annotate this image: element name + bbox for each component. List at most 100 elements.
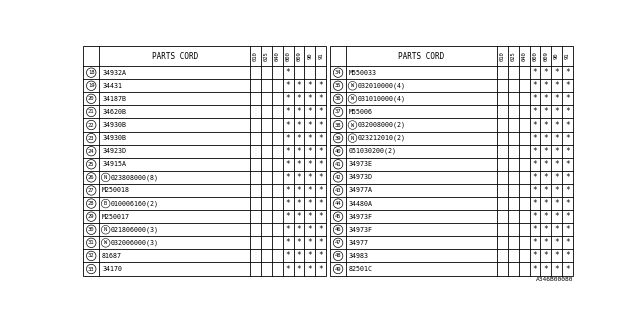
- Text: 28: 28: [88, 201, 95, 206]
- Text: *: *: [296, 199, 301, 208]
- Text: 000: 000: [532, 51, 538, 61]
- Text: 91: 91: [565, 53, 570, 59]
- Text: PARTS CORD: PARTS CORD: [152, 52, 198, 60]
- Text: 91: 91: [318, 53, 323, 59]
- Text: 031010000(4): 031010000(4): [358, 96, 406, 102]
- Text: W: W: [351, 83, 354, 88]
- Text: *: *: [532, 134, 537, 143]
- Text: *: *: [318, 186, 323, 195]
- Text: *: *: [307, 94, 312, 103]
- Text: *: *: [286, 134, 291, 143]
- Text: 34973F: 34973F: [349, 227, 373, 233]
- Text: *: *: [318, 173, 323, 182]
- Text: 32: 32: [88, 253, 95, 259]
- Text: 34930B: 34930B: [102, 135, 126, 141]
- Text: 40: 40: [335, 149, 341, 154]
- Text: M550033: M550033: [349, 70, 377, 76]
- Text: *: *: [543, 68, 548, 77]
- Text: 44: 44: [335, 201, 341, 206]
- Text: *: *: [286, 108, 291, 116]
- Text: *: *: [554, 186, 559, 195]
- Text: *: *: [296, 160, 301, 169]
- Text: *: *: [554, 81, 559, 90]
- Text: *: *: [565, 186, 570, 195]
- Text: W: W: [351, 123, 354, 128]
- Text: *: *: [286, 147, 291, 156]
- Text: 010: 010: [500, 51, 505, 61]
- Text: 42: 42: [335, 175, 341, 180]
- Text: *: *: [296, 147, 301, 156]
- Text: 48: 48: [335, 253, 341, 259]
- Text: 34480A: 34480A: [349, 201, 373, 207]
- Text: *: *: [554, 238, 559, 247]
- Text: *: *: [318, 265, 323, 274]
- Text: 41: 41: [335, 162, 341, 167]
- Text: 29: 29: [88, 214, 95, 219]
- Text: *: *: [543, 199, 548, 208]
- Text: *: *: [296, 134, 301, 143]
- Text: *: *: [286, 212, 291, 221]
- Text: 023808000(8): 023808000(8): [111, 174, 159, 180]
- Text: *: *: [543, 212, 548, 221]
- Text: *: *: [565, 108, 570, 116]
- Text: 010006160(2): 010006160(2): [111, 200, 159, 207]
- Text: *: *: [286, 121, 291, 130]
- Text: 33: 33: [88, 267, 95, 271]
- Text: 34620B: 34620B: [102, 109, 126, 115]
- Text: *: *: [318, 252, 323, 260]
- Text: 009: 009: [543, 51, 548, 61]
- Text: *: *: [543, 108, 548, 116]
- Text: *: *: [565, 68, 570, 77]
- Text: 051030200(2): 051030200(2): [349, 148, 397, 155]
- Text: *: *: [318, 238, 323, 247]
- Text: *: *: [307, 225, 312, 234]
- Text: *: *: [554, 121, 559, 130]
- Text: *: *: [286, 238, 291, 247]
- Text: W: W: [351, 96, 354, 101]
- Text: *: *: [565, 252, 570, 260]
- Text: 90: 90: [307, 53, 312, 59]
- Text: *: *: [307, 186, 312, 195]
- Text: *: *: [318, 199, 323, 208]
- Text: 032010000(4): 032010000(4): [358, 83, 406, 89]
- Text: 18: 18: [88, 70, 95, 75]
- Text: *: *: [318, 212, 323, 221]
- Text: 24: 24: [88, 149, 95, 154]
- Text: 025: 025: [264, 51, 269, 61]
- Text: *: *: [532, 265, 537, 274]
- Text: 34973D: 34973D: [349, 174, 373, 180]
- Text: *: *: [318, 134, 323, 143]
- Text: *: *: [318, 225, 323, 234]
- Text: 35: 35: [335, 83, 341, 88]
- Text: 27: 27: [88, 188, 95, 193]
- Text: *: *: [554, 199, 559, 208]
- Text: 010: 010: [253, 51, 258, 61]
- Text: 31: 31: [88, 240, 95, 245]
- Text: *: *: [543, 265, 548, 274]
- Text: 34431: 34431: [102, 83, 122, 89]
- Text: 34915A: 34915A: [102, 161, 126, 167]
- Text: *: *: [307, 121, 312, 130]
- Text: 032008000(2): 032008000(2): [358, 122, 406, 128]
- Text: *: *: [532, 94, 537, 103]
- Text: 39: 39: [335, 136, 341, 140]
- Text: 34977: 34977: [349, 240, 369, 246]
- Text: *: *: [532, 68, 537, 77]
- Text: *: *: [543, 186, 548, 195]
- Text: *: *: [554, 225, 559, 234]
- Text: 90: 90: [554, 53, 559, 59]
- Text: 34932A: 34932A: [102, 70, 126, 76]
- Text: *: *: [554, 265, 559, 274]
- Text: 21: 21: [88, 109, 95, 115]
- Text: *: *: [296, 173, 301, 182]
- Text: *: *: [554, 68, 559, 77]
- Text: 22: 22: [88, 123, 95, 128]
- Text: *: *: [318, 147, 323, 156]
- Text: *: *: [543, 94, 548, 103]
- Text: *: *: [565, 160, 570, 169]
- Text: N: N: [104, 227, 108, 232]
- Text: *: *: [286, 94, 291, 103]
- Text: 19: 19: [88, 83, 95, 88]
- Text: M250017: M250017: [102, 214, 130, 220]
- Text: *: *: [296, 121, 301, 130]
